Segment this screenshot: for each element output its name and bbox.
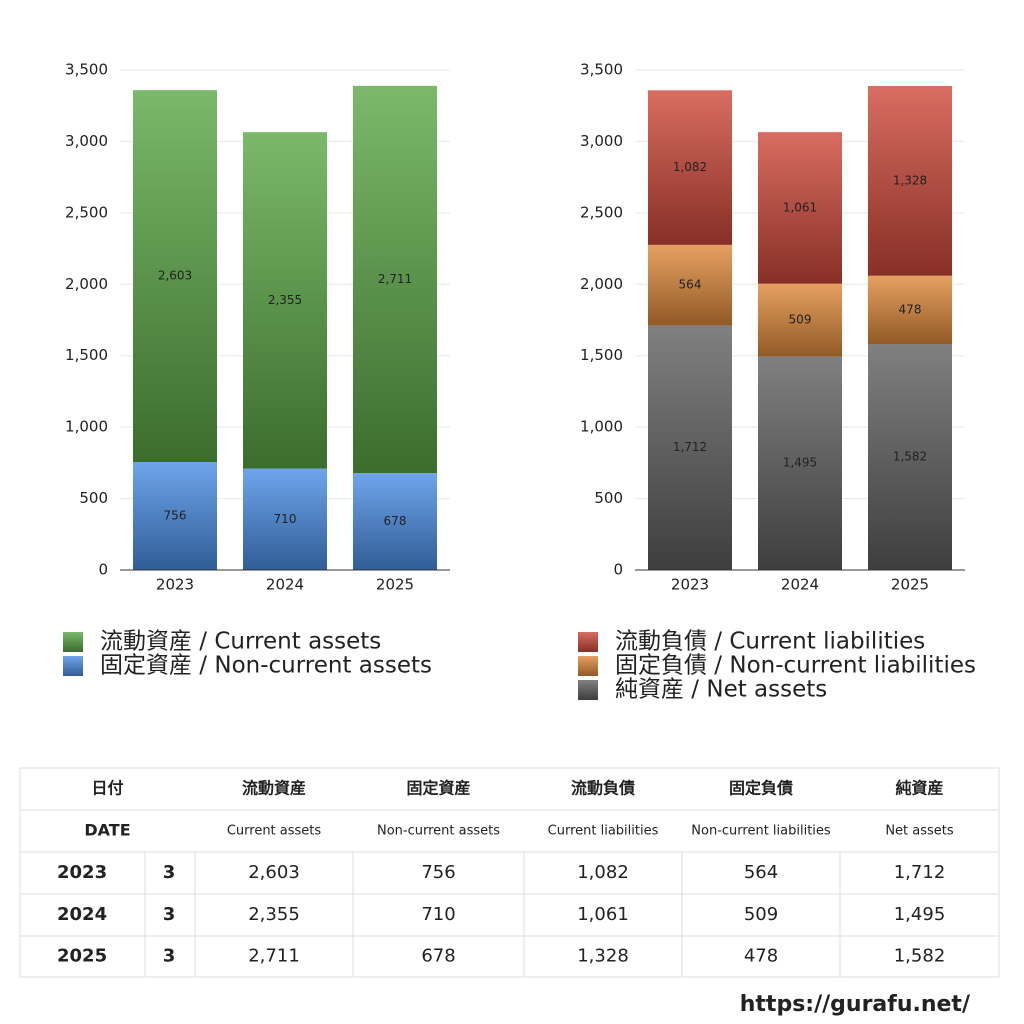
bar-segment xyxy=(353,473,437,570)
table-header: DATE xyxy=(84,821,130,840)
data-label: 678 xyxy=(384,514,407,528)
table-header: 流動負債 xyxy=(571,779,635,798)
table-header: 日付 xyxy=(91,779,123,798)
x-tick-label: 2023 xyxy=(156,576,194,594)
legend-label: 純資産 / Net assets xyxy=(615,677,827,703)
legend-swatch xyxy=(578,632,598,652)
table-cell: 3 xyxy=(163,862,176,883)
x-tick-label: 2025 xyxy=(891,576,929,594)
legend-label: 固定負債 / Non-current liabilities xyxy=(615,653,976,679)
table-cell: 2023 xyxy=(57,862,107,883)
x-tick-label: 2024 xyxy=(781,576,819,594)
bar-segment xyxy=(648,244,732,326)
y-tick-label: 0 xyxy=(98,561,108,579)
y-tick-label: 3,000 xyxy=(580,132,623,150)
data-label: 1,082 xyxy=(673,160,707,174)
legend-swatch xyxy=(63,632,83,652)
x-tick-label: 2025 xyxy=(376,576,414,594)
table-header: Non-current assets xyxy=(377,824,500,839)
y-tick-label: 1,000 xyxy=(580,418,623,436)
y-tick-label: 2,000 xyxy=(65,275,108,293)
data-label: 2,355 xyxy=(268,293,302,307)
bar-segment xyxy=(758,356,842,570)
y-tick-label: 500 xyxy=(79,489,108,507)
table-cell: 1,328 xyxy=(577,946,629,967)
legend-swatch xyxy=(63,656,83,676)
legend-label: 流動負債 / Current liabilities xyxy=(615,629,925,655)
data-label: 509 xyxy=(789,313,812,327)
data-label: 1,328 xyxy=(893,173,927,187)
table-header: Current liabilities xyxy=(548,824,659,839)
data-label: 710 xyxy=(274,512,297,526)
table-header: Current assets xyxy=(227,824,322,839)
table-header: 固定負債 xyxy=(729,779,793,798)
table-cell: 710 xyxy=(421,904,455,925)
table-cell: 678 xyxy=(421,946,455,967)
data-label: 756 xyxy=(164,509,187,523)
table-header: Non-current liabilities xyxy=(691,824,831,839)
y-tick-label: 0 xyxy=(613,561,623,579)
data-label: 1,061 xyxy=(783,200,817,214)
bar-segment xyxy=(133,90,217,463)
table-cell: 2,603 xyxy=(248,862,300,883)
x-tick-label: 2024 xyxy=(266,576,304,594)
legend-swatch xyxy=(578,656,598,676)
y-tick-label: 2,500 xyxy=(65,203,108,221)
table-header: Net assets xyxy=(885,824,954,839)
bar-segment xyxy=(648,90,732,245)
bar-segment xyxy=(758,283,842,357)
bar-segment xyxy=(648,325,732,570)
data-label: 1,495 xyxy=(783,456,817,470)
table-cell: 3 xyxy=(163,904,176,925)
table-cell: 509 xyxy=(744,904,778,925)
data-label: 2,603 xyxy=(158,269,192,283)
data-label: 2,711 xyxy=(378,272,412,286)
bar-segment xyxy=(868,86,952,276)
legend-label: 流動資産 / Current assets xyxy=(100,629,381,655)
y-tick-label: 2,000 xyxy=(580,275,623,293)
table-header: 純資産 xyxy=(895,779,943,798)
table-cell: 3 xyxy=(163,946,176,967)
y-tick-label: 3,500 xyxy=(580,61,623,79)
footer-url: https://gurafu.net/ xyxy=(740,992,971,1017)
bar-segment xyxy=(243,132,327,469)
table-cell: 1,495 xyxy=(894,904,946,925)
table-cell: 1,061 xyxy=(577,904,629,925)
x-tick-label: 2023 xyxy=(671,576,709,594)
legend-label: 固定資産 / Non-current assets xyxy=(100,653,432,679)
data-label: 564 xyxy=(679,278,702,292)
bar-segment xyxy=(133,462,217,570)
table-cell: 1,712 xyxy=(894,862,946,883)
table-cell: 2,711 xyxy=(248,946,300,967)
data-label: 1,712 xyxy=(673,440,707,454)
bar-segment xyxy=(758,132,842,284)
y-tick-label: 1,000 xyxy=(65,418,108,436)
data-label: 1,582 xyxy=(893,450,927,464)
y-tick-label: 1,500 xyxy=(580,346,623,364)
y-tick-label: 2,500 xyxy=(580,203,623,221)
bar-segment xyxy=(868,344,952,570)
table-cell: 478 xyxy=(744,946,778,967)
table-cell: 2025 xyxy=(57,946,107,967)
y-tick-label: 3,500 xyxy=(65,61,108,79)
bar-segment xyxy=(353,85,437,474)
legend-swatch xyxy=(578,680,598,700)
table-cell: 1,082 xyxy=(577,862,629,883)
table-cell: 1,582 xyxy=(894,946,946,967)
table-header: 固定資産 xyxy=(406,779,470,798)
y-tick-label: 1,500 xyxy=(65,346,108,364)
bar-segment xyxy=(868,275,952,344)
table-cell: 564 xyxy=(744,862,778,883)
table-cell: 2024 xyxy=(57,904,107,925)
y-tick-label: 3,000 xyxy=(65,132,108,150)
table-cell: 2,355 xyxy=(248,904,300,925)
table-header: 流動資産 xyxy=(242,779,306,798)
table-cell: 756 xyxy=(421,862,455,883)
bar-segment xyxy=(243,468,327,570)
data-label: 478 xyxy=(899,302,922,316)
y-tick-label: 500 xyxy=(594,489,623,507)
